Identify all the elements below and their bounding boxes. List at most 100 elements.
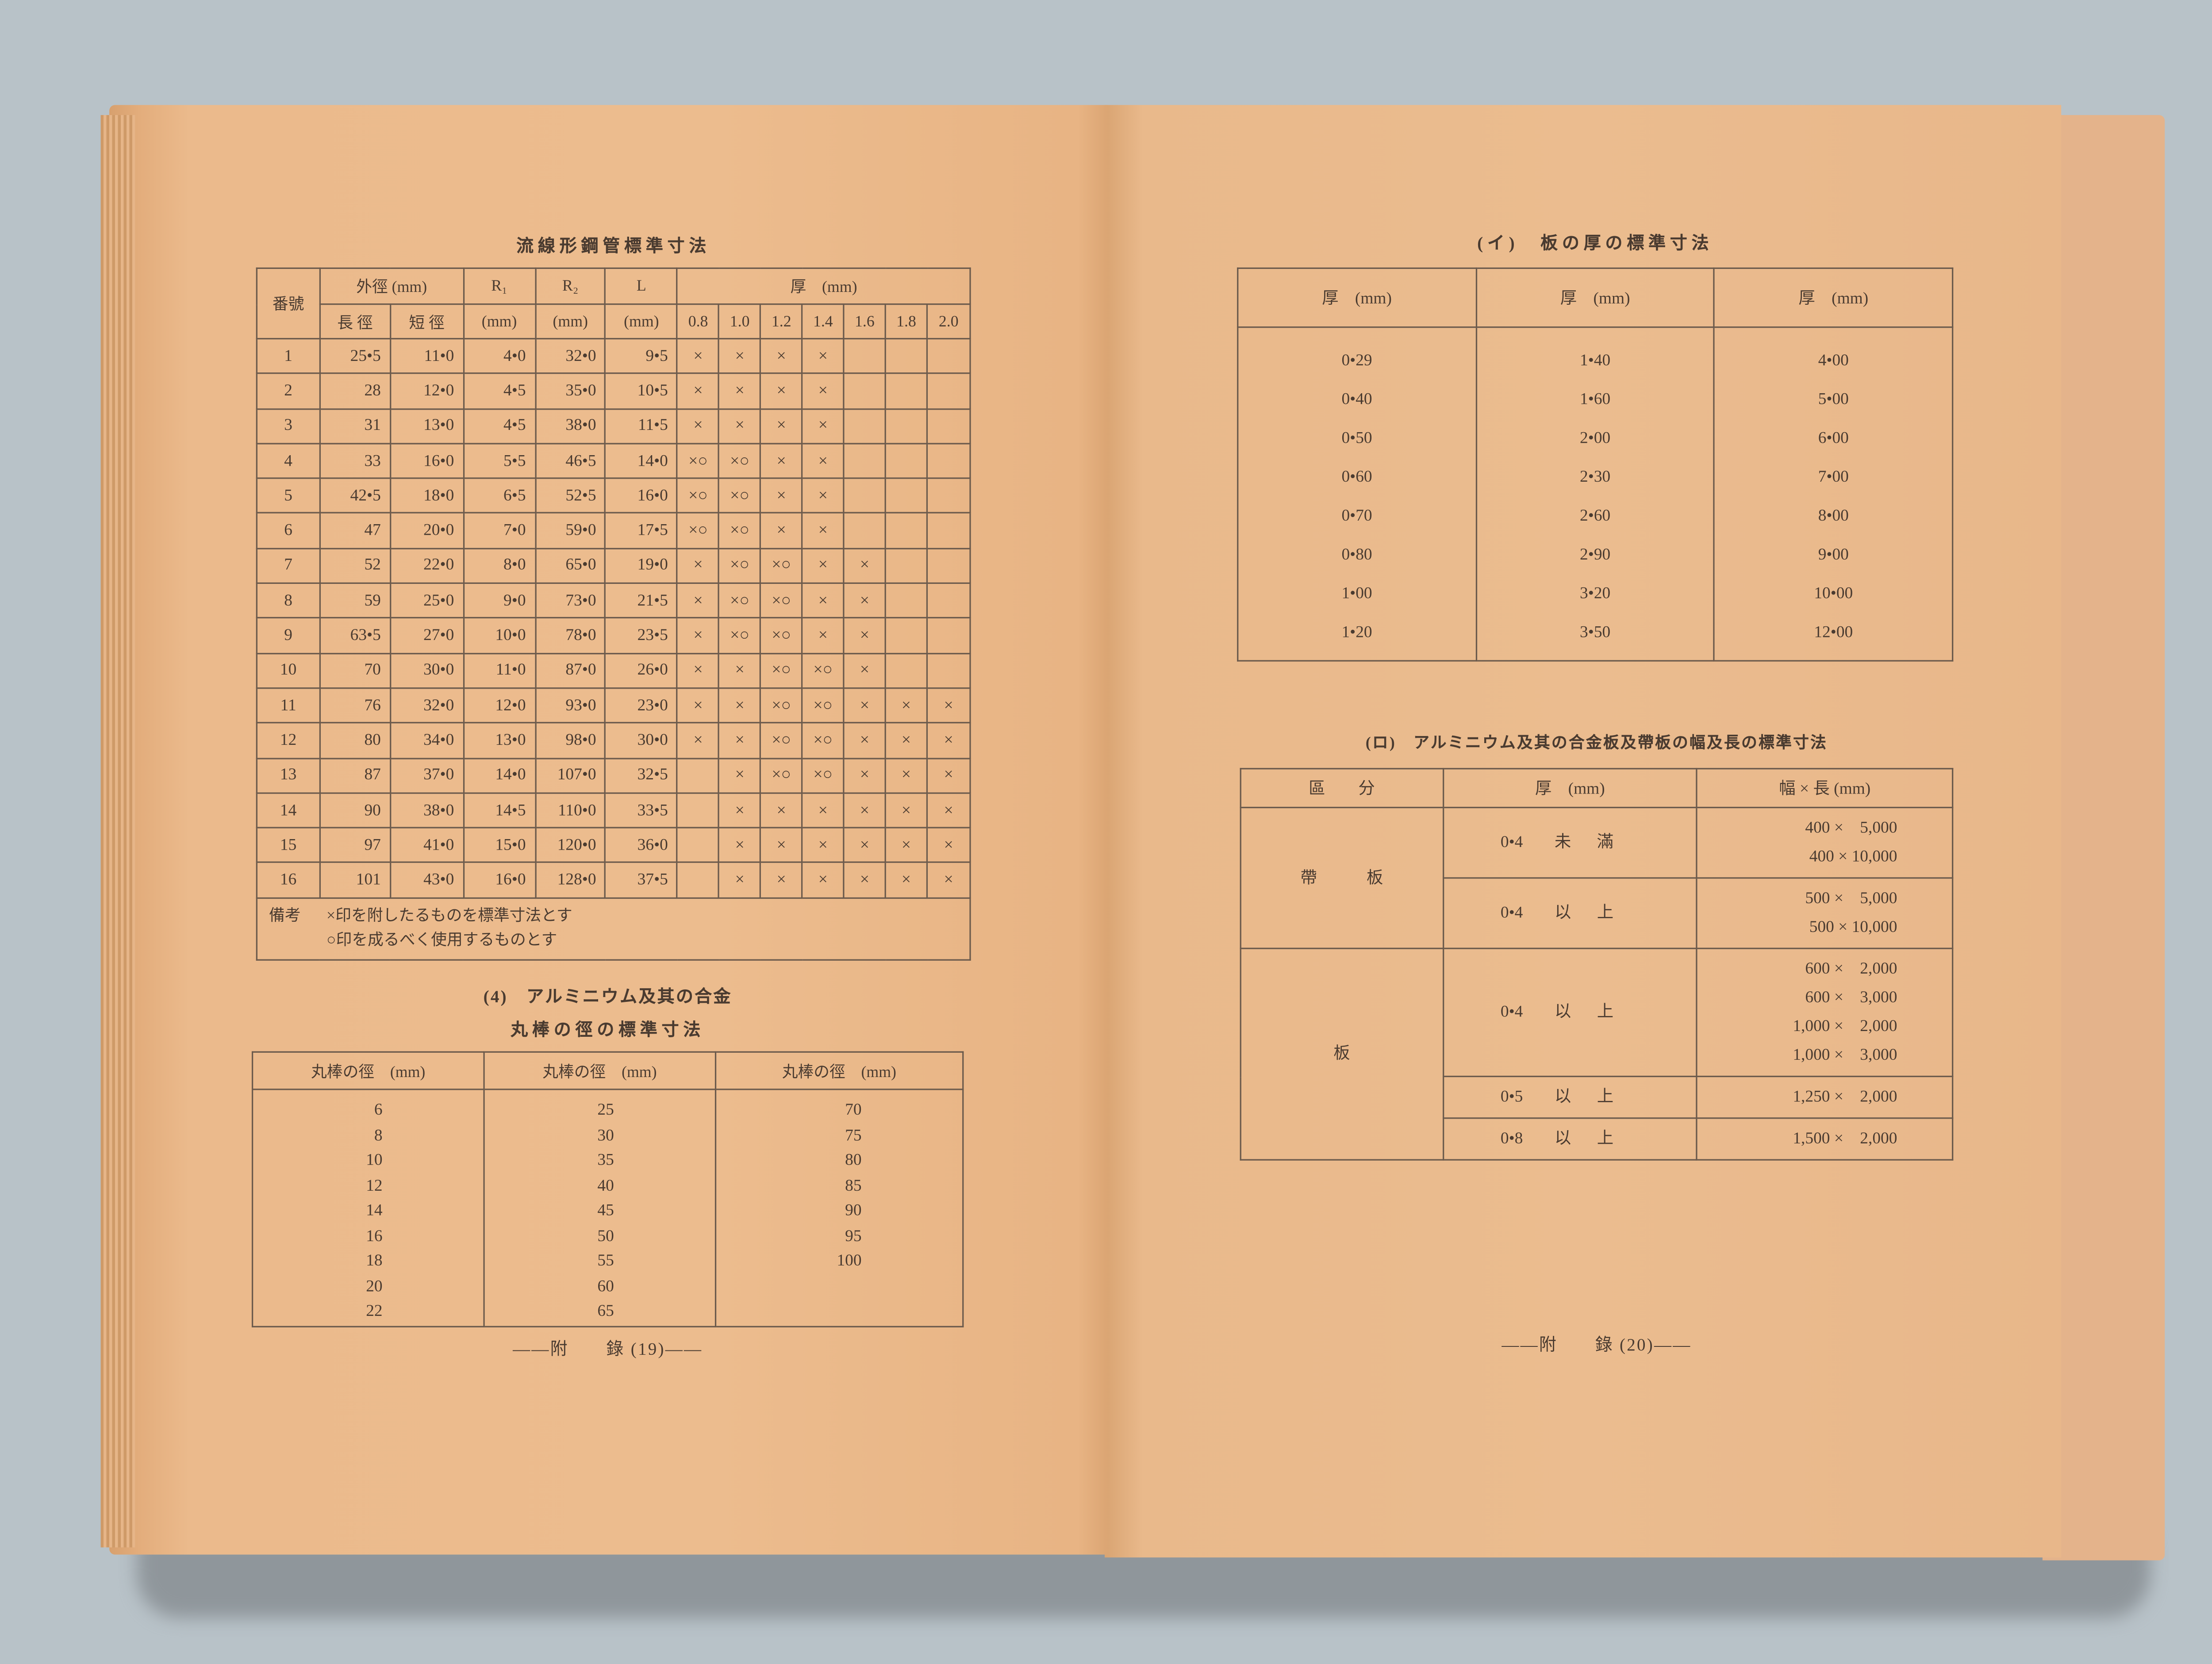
cell-mark: × [801, 338, 845, 375]
cell-number: 12 [256, 722, 321, 759]
plate-thickness: 2•90 [1580, 546, 1611, 564]
plate-thickness-table-title: (イ) 板の厚の標準寸法 [1477, 233, 1713, 253]
cell-r1: 14•5 [462, 792, 536, 829]
cell-mark [926, 338, 971, 375]
cell-mark: × [884, 827, 928, 864]
page-footer-left: ――附 錄 (19)―― [513, 1338, 703, 1359]
round-bar-diameter: 85 [845, 1177, 862, 1195]
cell-major-diameter: 90 [319, 792, 391, 829]
category-cell: 板 [1240, 947, 1444, 1161]
cell-r1: 5•5 [462, 443, 536, 479]
cell-r2: 52•5 [534, 478, 607, 514]
header-r2-unit: (mm) [534, 303, 607, 340]
value-column: 70 75 80 85 90 95 100 [714, 1089, 964, 1327]
header-thickness: 厚 (mm) [676, 267, 971, 305]
cell-minor-diameter: 13•0 [389, 408, 465, 445]
cell-mark [926, 548, 971, 584]
cell-minor-diameter: 27•0 [389, 617, 465, 654]
round-bar-diameter: 80 [845, 1152, 862, 1169]
round-bar-diameter: 65 [597, 1303, 614, 1320]
cell-mark: ×○ [676, 443, 720, 479]
header-thickness-col: 1.6 [843, 303, 887, 340]
notes-line-2: ○印を成るべく使用するものとす [326, 932, 557, 949]
cell-mark: × [843, 617, 887, 654]
cell-mark [843, 478, 887, 514]
round-bar-diameter: 25 [597, 1101, 614, 1119]
table-row: 8 59 25•0 9•0 73•0 21•5 × ×○ ×○ × × [256, 583, 971, 619]
column-header: 幅 × 長 (mm) [1696, 768, 1954, 809]
value-column: 25 30 35 40 45 50 55 60 65 [483, 1089, 716, 1327]
table-row: 4 33 16•0 5•5 46•5 14•0 ×○ ×○ × × [256, 443, 971, 479]
cell-r1: 12•0 [462, 687, 536, 724]
cell-major-diameter: 42•5 [319, 478, 391, 514]
plate-thickness: 3•50 [1580, 624, 1611, 642]
sizes-cell: 400 × 5,000 400 × 10,000 [1696, 806, 1954, 879]
cell-mark [843, 373, 887, 410]
cell-r1: 16•0 [462, 862, 536, 899]
cell-l: 16•0 [605, 478, 678, 514]
cell-mark: ×○ [718, 478, 761, 514]
header-thickness-col: 1.0 [718, 303, 761, 340]
cell-mark: × [884, 862, 928, 899]
round-bar-table-title: 丸棒の徑の標準寸法 [511, 1020, 705, 1040]
cell-mark [843, 408, 887, 445]
cell-r1: 14•0 [462, 757, 536, 794]
plate-thickness: 0•29 [1341, 352, 1372, 370]
plate-thickness: 1•00 [1341, 585, 1372, 603]
cell-mark: ×○ [718, 548, 761, 584]
cell-l: 23•5 [605, 617, 678, 654]
cell-mark: × [718, 687, 761, 724]
round-bar-diameter: 45 [597, 1202, 614, 1220]
cell-mark: × [760, 373, 803, 410]
round-bar-diameter: 75 [845, 1127, 862, 1144]
cell-minor-diameter: 11•0 [389, 338, 465, 375]
column-header: 丸棒の徑 (mm) [714, 1051, 964, 1090]
thickness-cell: 0•4 未滿 [1442, 806, 1698, 879]
round-bar-table: 丸棒の徑 (mm) 丸棒の徑 (mm) 丸棒の徑 (mm) 6 8 10 12 14 16 18… [251, 1051, 964, 1327]
thickness-cell: 0•8 以上 [1442, 1117, 1698, 1161]
cell-major-diameter: 70 [319, 652, 391, 689]
cell-mark [676, 757, 720, 794]
extra-leaf [2042, 115, 2165, 1560]
size-value: 1,500 × 2,000 [1793, 1130, 1897, 1148]
cell-major-diameter: 31 [319, 408, 391, 445]
cell-number: 7 [256, 548, 321, 584]
cell-minor-diameter: 20•0 [389, 513, 465, 549]
table-row: 16 101 43•0 16•0 128•0 37•5 × × × × × × [256, 862, 971, 899]
thickness-cell: 0•4 以上 [1442, 877, 1698, 949]
cell-mark: × [926, 862, 971, 899]
header-thickness-col: 0.8 [676, 303, 720, 340]
cell-mark: ×○ [718, 513, 761, 549]
cell-mark: × [760, 408, 803, 445]
cell-mark [676, 792, 720, 829]
cell-r2: 78•0 [534, 617, 607, 654]
header-number: 番號 [256, 267, 321, 340]
cell-mark: ×○ [718, 443, 761, 479]
steel-tube-table: 番號 外徑 (mm) R₁ R₂ L 厚 (mm) 長 徑 短 徑 (mm) (… [256, 267, 971, 961]
plate-thickness: 0•50 [1341, 430, 1372, 448]
thickness-qualifier: 以上 [1554, 1004, 1640, 1021]
cell-major-diameter: 33 [319, 443, 391, 479]
cell-r2: 120•0 [534, 827, 607, 864]
cell-mark: × [843, 687, 887, 724]
cell-r1: 4•5 [462, 408, 536, 445]
cell-l: 17•5 [605, 513, 678, 549]
size-value: 1,250 × 2,000 [1793, 1089, 1897, 1106]
table-notes: 備考 ×印を附したるものを標準寸法とす ○印を成るべく使用するものとす [256, 897, 971, 961]
cell-mark: × [718, 652, 761, 689]
cell-mark: × [801, 583, 845, 619]
cell-l: 14•0 [605, 443, 678, 479]
cell-mark [884, 652, 928, 689]
cell-mark: × [801, 617, 845, 654]
cell-mark [843, 513, 887, 549]
cell-mark: × [801, 792, 845, 829]
round-bar-diameter: 100 [837, 1252, 862, 1270]
size-value: 500 × 5,000 [1805, 890, 1897, 908]
plate-thickness-table: 厚 (mm) 厚 (mm) 厚 (mm) 0•29 0•40 0•50 0•60 0•70 0… [1237, 267, 1954, 662]
sizes-cell: 1,500 × 2,000 [1696, 1117, 1954, 1161]
cell-major-diameter: 63•5 [319, 617, 391, 654]
cell-mark: × [760, 443, 803, 479]
round-bar-diameter: 6 [374, 1101, 383, 1119]
cell-mark [676, 862, 720, 899]
cell-major-diameter: 80 [319, 722, 391, 759]
